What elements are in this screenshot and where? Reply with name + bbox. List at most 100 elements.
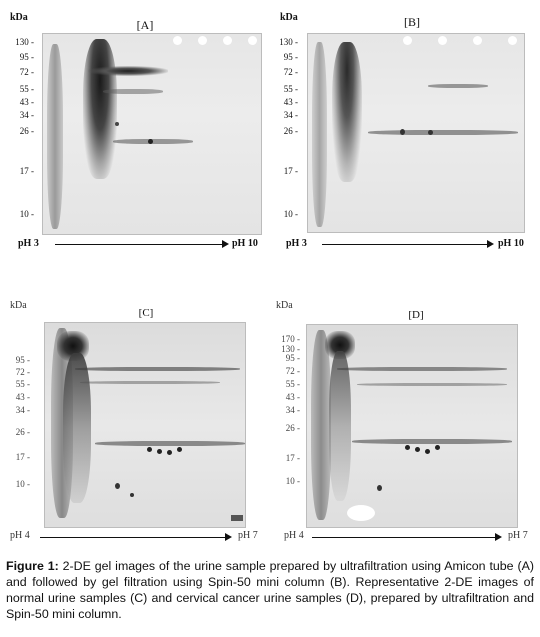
- protein-spot: [130, 493, 134, 497]
- mw-marker: 130 -: [281, 344, 300, 354]
- ph-start-d: pH 4: [284, 530, 304, 541]
- gel-image-b: [307, 33, 525, 233]
- protein-smear: [329, 351, 351, 501]
- panel-title-c: [C]: [138, 307, 154, 319]
- mw-marker: 72 -: [15, 367, 30, 377]
- protein-band: [368, 130, 518, 135]
- kda-label-d: kDa: [276, 300, 293, 311]
- protein-spot: [405, 445, 410, 450]
- ph-start-c: pH 4: [10, 530, 30, 541]
- mw-marker: 26 -: [283, 126, 298, 136]
- protein-band: [80, 381, 220, 384]
- protein-smear: [83, 39, 117, 179]
- mw-marker: 95 -: [15, 355, 30, 365]
- sample-well: [223, 36, 232, 45]
- ph-end-c: pH 7: [238, 530, 258, 541]
- protein-band: [75, 367, 240, 371]
- protein-spot: [147, 447, 152, 452]
- mw-marker: 10 -: [15, 479, 30, 489]
- figure-caption-text: 2-DE gel images of the urine sample prep…: [6, 559, 534, 621]
- protein-spot: [115, 122, 119, 126]
- protein-band: [352, 439, 512, 444]
- protein-band: [337, 367, 507, 371]
- protein-spot: [115, 483, 120, 489]
- gel-image-c: [44, 322, 246, 528]
- mw-marker: 17 -: [283, 166, 298, 176]
- ph-gradient-arrow: [312, 533, 502, 541]
- mw-marker: 43 -: [283, 97, 298, 107]
- mw-marker: 43 -: [19, 97, 34, 107]
- kda-label-c: kDa: [10, 300, 27, 311]
- protein-spot: [415, 447, 420, 452]
- mw-marker: 130 -: [279, 37, 298, 47]
- marker-lane: [312, 42, 327, 227]
- mw-marker: 26 -: [19, 126, 34, 136]
- mw-marker: 72 -: [285, 366, 300, 376]
- panel-title-a: [A]: [136, 18, 154, 32]
- mw-marker: 34 -: [283, 110, 298, 120]
- figure-caption: Figure 1: 2-DE gel images of the urine s…: [6, 558, 534, 622]
- protein-spot: [428, 130, 433, 135]
- mw-marker: 34 -: [19, 110, 34, 120]
- mw-marker: 43 -: [285, 392, 300, 402]
- protein-band: [357, 383, 507, 386]
- gel-panel-b: kDa [B] 130 - 95 - 72 - 55 - 43 - 34 - 2…: [270, 0, 540, 270]
- protein-smear: [332, 42, 362, 182]
- protein-band: [95, 441, 245, 446]
- albumin-band: [88, 66, 168, 76]
- mw-marker: 72 -: [19, 67, 34, 77]
- mw-marker: 130 -: [15, 37, 34, 47]
- sample-well: [508, 36, 517, 45]
- gel-panel-c: kDa [C] 95 - 72 - 55 - 43 - 34 - 26 - 17…: [0, 290, 270, 550]
- protein-spot: [425, 449, 430, 454]
- protein-band: [103, 89, 163, 94]
- protein-spot: [167, 450, 172, 455]
- mw-marker: 17 -: [15, 452, 30, 462]
- mw-marker: 55 -: [285, 379, 300, 389]
- ph-gradient-arrow: [322, 240, 494, 248]
- mw-marker: 34 -: [15, 405, 30, 415]
- protein-smear: [63, 353, 91, 503]
- figure-label: Figure 1:: [6, 559, 59, 573]
- mw-marker: 17 -: [285, 453, 300, 463]
- mw-marker: 26 -: [15, 427, 30, 437]
- protein-band: [428, 84, 488, 88]
- protein-spot: [435, 445, 440, 450]
- mw-marker: 95 -: [285, 353, 300, 363]
- sample-well: [438, 36, 447, 45]
- protein-spot: [148, 139, 153, 144]
- mw-marker: 55 -: [19, 84, 34, 94]
- sample-well: [473, 36, 482, 45]
- protein-spot: [177, 447, 182, 452]
- kda-label-a: kDa: [10, 12, 28, 23]
- panel-title-b: [B]: [404, 15, 420, 29]
- ph-gradient-arrow: [55, 240, 229, 248]
- gel-panel-a: kDa [A] 130 - 95 - 72 - 55 - 43 - 34 - 2…: [0, 0, 270, 270]
- kda-label-b: kDa: [280, 12, 298, 23]
- mw-marker: 10 -: [283, 209, 298, 219]
- gel-panel-d: kDa [D] 170 - 130 - 95 - 72 - 55 - 43 - …: [270, 290, 540, 550]
- mw-marker: 95 -: [283, 52, 298, 62]
- protein-spot: [157, 449, 162, 454]
- gel-image-a: [42, 33, 262, 235]
- protein-spot: [377, 485, 382, 491]
- mw-marker: 95 -: [19, 52, 34, 62]
- mw-marker: 10 -: [285, 476, 300, 486]
- mw-marker: 72 -: [283, 67, 298, 77]
- marker-lane: [47, 44, 63, 229]
- gel-corner-mark: [231, 515, 243, 521]
- mw-marker: 55 -: [15, 379, 30, 389]
- ph-gradient-arrow: [40, 533, 232, 541]
- ph-end-d: pH 7: [508, 530, 528, 541]
- sample-well: [173, 36, 182, 45]
- protein-spot: [400, 129, 405, 135]
- marker-lane: [311, 330, 331, 520]
- mw-marker: 10 -: [19, 209, 34, 219]
- protein-band: [113, 139, 193, 144]
- mw-marker: 170 -: [281, 334, 300, 344]
- mw-marker: 55 -: [283, 84, 298, 94]
- ph-start-b: pH 3: [286, 238, 307, 249]
- ph-start-a: pH 3: [18, 238, 39, 249]
- mw-marker: 43 -: [15, 392, 30, 402]
- panel-title-d: [D]: [408, 309, 424, 321]
